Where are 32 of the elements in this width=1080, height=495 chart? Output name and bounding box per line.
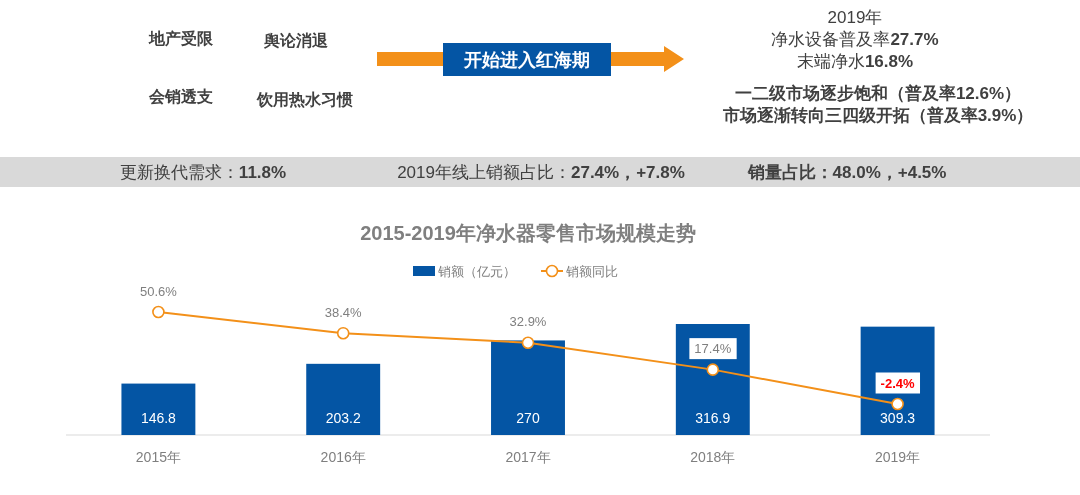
annotation: 2019年 [827,7,883,27]
data-label: 316.9 [695,410,731,426]
x-tick-label: 2017年 [505,449,551,465]
legend-label: 销额（亿元） [438,263,516,279]
title: 2015-2019年净水器零售市场规模走势 [360,222,696,244]
annotation: 更新换代需求：11.8% [119,162,287,182]
data-label: 32.9% [509,314,547,330]
x-tick-label: 2015年 [135,449,181,465]
annotation: 末端净水16.8% [796,51,914,71]
annotation: 2019年线上销额占比：27.4%，+7.8% [397,162,685,182]
data-label: 146.8 [140,410,176,426]
data-label: 17.4% [694,341,732,357]
annotation: 开始进入红海期 [464,50,590,70]
annotation: 销量占比：48.0%，+4.5% [747,162,947,182]
data-label: 17.4% [689,338,737,360]
legend-label: 销额同比 [566,263,618,279]
data-label: 50.6% [139,283,177,299]
data-label: -2.4% [880,375,916,391]
annotation: 市场逐渐转向三四级开拓（普及率3.9%） [722,105,1034,125]
data-label: 309.3 [880,410,916,426]
x-tick-label: 2019年 [875,449,921,465]
annotation: 一二级市场逐步饱和（普及率12.6%） [734,83,1022,103]
x-tick-label: 2018年 [690,449,736,465]
annotation: 净水设备普及率27.7% [771,29,939,49]
data-label: 203.2 [325,410,361,426]
annotation: 饮用热水习惯 [257,90,353,108]
x-tick-label: 2016年 [320,449,366,465]
annotation: 会销透支 [149,87,213,105]
annotation: 地产受限 [149,29,213,47]
data-label: 38.4% [324,304,362,320]
annotation: 舆论消退 [264,31,328,49]
data-label: 270 [516,410,540,426]
